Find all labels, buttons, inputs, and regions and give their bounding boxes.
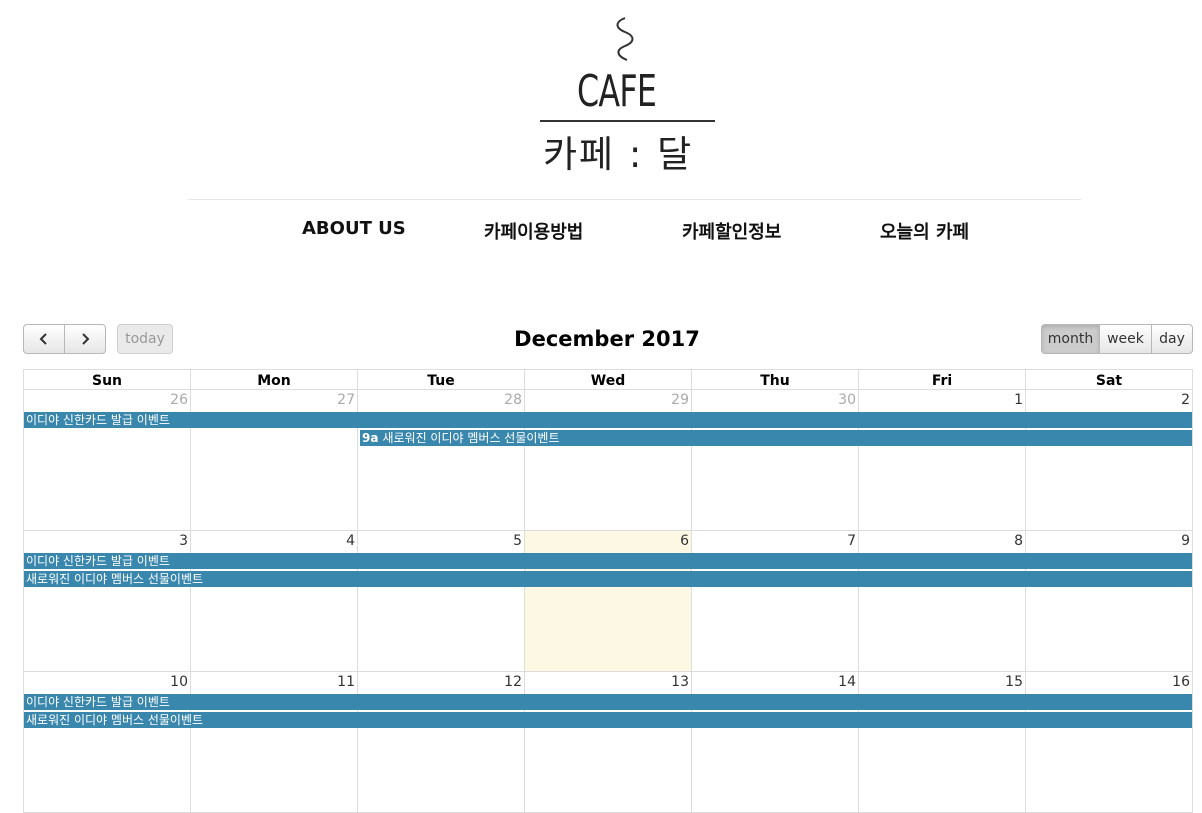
today-button[interactable]: today	[117, 324, 173, 354]
event-title: 새로워진 이디야 멤버스 선물이벤트	[382, 431, 560, 445]
prev-month-button[interactable]	[23, 324, 65, 354]
weekday-header: Sun Mon Tue Wed Thu Fri Sat	[23, 369, 1193, 390]
day-cell[interactable]: 15	[859, 672, 1026, 812]
nav-item-discount-info[interactable]: 카페할인정보	[682, 222, 782, 243]
event-title: 이디야 신한카드 발급 이벤트	[26, 695, 170, 709]
cafe-logo[interactable]: CAFE 카페 : 달	[535, 14, 720, 176]
day-cell[interactable]: 9	[1026, 531, 1192, 671]
day-number: 12	[504, 674, 522, 690]
event-bar[interactable]: 9a 새로워진 이디야 멤버스 선물이벤트	[360, 430, 1192, 446]
day-cell[interactable]: 16	[1026, 672, 1192, 812]
day-number: 26	[170, 392, 188, 408]
day-number: 16	[1172, 674, 1190, 690]
chevron-left-icon	[39, 333, 47, 345]
event-bar[interactable]: 이디야 신한카드 발급 이벤트	[24, 553, 1192, 569]
logo-divider	[540, 120, 715, 122]
day-number: 9	[1181, 533, 1190, 549]
nav-item-usage-guide[interactable]: 카페이용방법	[484, 222, 584, 243]
calendar-title: December 2017	[514, 327, 700, 351]
view-month-button[interactable]: month	[1041, 324, 1100, 354]
day-cell[interactable]: 27	[191, 390, 358, 530]
day-number: 14	[838, 674, 856, 690]
day-cell[interactable]: 1	[859, 390, 1026, 530]
next-month-button[interactable]	[64, 324, 106, 354]
day-number: 2	[1181, 392, 1190, 408]
logo-word: CAFE	[577, 66, 657, 117]
day-number: 29	[671, 392, 689, 408]
day-number: 3	[179, 533, 188, 549]
nav-item-about-us[interactable]: ABOUT US	[302, 218, 406, 239]
week-row: 3 4 5 6 7 8 9 이디야 신한카드 발급 이벤트 새로워진 이디야 멤…	[23, 531, 1193, 672]
day-number: 10	[170, 674, 188, 690]
event-bar[interactable]: 이디야 신한카드 발급 이벤트	[24, 412, 1192, 428]
day-number: 15	[1005, 674, 1023, 690]
day-cell[interactable]: 28	[358, 390, 525, 530]
day-number: 30	[838, 392, 856, 408]
day-number: 6	[680, 533, 689, 549]
view-day-button[interactable]: day	[1151, 324, 1193, 354]
logo-korean-text: 카페 : 달	[543, 133, 694, 176]
day-number: 13	[671, 674, 689, 690]
nav-divider	[188, 199, 1081, 200]
event-title: 새로워진 이디야 멤버스 선물이벤트	[26, 572, 204, 586]
week-row: 26 27 28 29 30 1 2 이디야 신한카드 발급 이벤트 9a 새로워…	[23, 390, 1193, 531]
day-number: 8	[1014, 533, 1023, 549]
day-number: 7	[847, 533, 856, 549]
day-number: 11	[337, 674, 355, 690]
weekday-label: Thu	[692, 370, 859, 390]
steam-icon	[616, 17, 634, 61]
day-cell[interactable]: 11	[191, 672, 358, 812]
week-row: 10 11 12 13 14 15 16 이디야 신한카드 발급 이벤트 새로워…	[23, 672, 1193, 813]
day-cell[interactable]: 5	[358, 531, 525, 671]
day-cell[interactable]: 2	[1026, 390, 1192, 530]
day-cell[interactable]: 3	[24, 531, 191, 671]
day-cell[interactable]: 8	[859, 531, 1026, 671]
chevron-right-icon	[82, 333, 90, 345]
day-number: 4	[346, 533, 355, 549]
day-number: 27	[337, 392, 355, 408]
day-number: 28	[504, 392, 522, 408]
day-cell[interactable]: 30	[692, 390, 859, 530]
event-title: 이디야 신한카드 발급 이벤트	[26, 554, 170, 568]
main-nav: ABOUT US 카페이용방법 카페할인정보 오늘의 카페	[0, 218, 1202, 248]
calendar-grid: Sun Mon Tue Wed Thu Fri Sat 26 27 28 29 …	[23, 369, 1193, 813]
day-cell[interactable]: 26	[24, 390, 191, 530]
day-cell[interactable]: 10	[24, 672, 191, 812]
weekday-label: Fri	[859, 370, 1026, 390]
day-cell[interactable]: 29	[525, 390, 692, 530]
day-number: 5	[513, 533, 522, 549]
nav-item-todays-cafe[interactable]: 오늘의 카페	[880, 222, 970, 243]
view-week-button[interactable]: week	[1099, 324, 1152, 354]
event-time: 9a	[362, 431, 379, 445]
day-cell[interactable]: 13	[525, 672, 692, 812]
event-bar[interactable]: 새로워진 이디야 멤버스 선물이벤트	[24, 571, 1192, 587]
day-cell[interactable]: 7	[692, 531, 859, 671]
day-cell[interactable]: 4	[191, 531, 358, 671]
weekday-label: Sun	[24, 370, 191, 390]
day-number: 1	[1014, 392, 1023, 408]
today-day-cell[interactable]: 6	[525, 531, 692, 671]
event-title: 새로워진 이디야 멤버스 선물이벤트	[26, 713, 204, 727]
day-cell[interactable]: 14	[692, 672, 859, 812]
weekday-label: Mon	[191, 370, 358, 390]
weekday-label: Tue	[358, 370, 525, 390]
event-bar[interactable]: 새로워진 이디야 멤버스 선물이벤트	[24, 712, 1192, 728]
event-bar[interactable]: 이디야 신한카드 발급 이벤트	[24, 694, 1192, 710]
weekday-label: Wed	[525, 370, 692, 390]
weekday-label: Sat	[1095, 373, 1123, 389]
event-title: 이디야 신한카드 발급 이벤트	[26, 413, 170, 427]
day-cell[interactable]: 12	[358, 672, 525, 812]
